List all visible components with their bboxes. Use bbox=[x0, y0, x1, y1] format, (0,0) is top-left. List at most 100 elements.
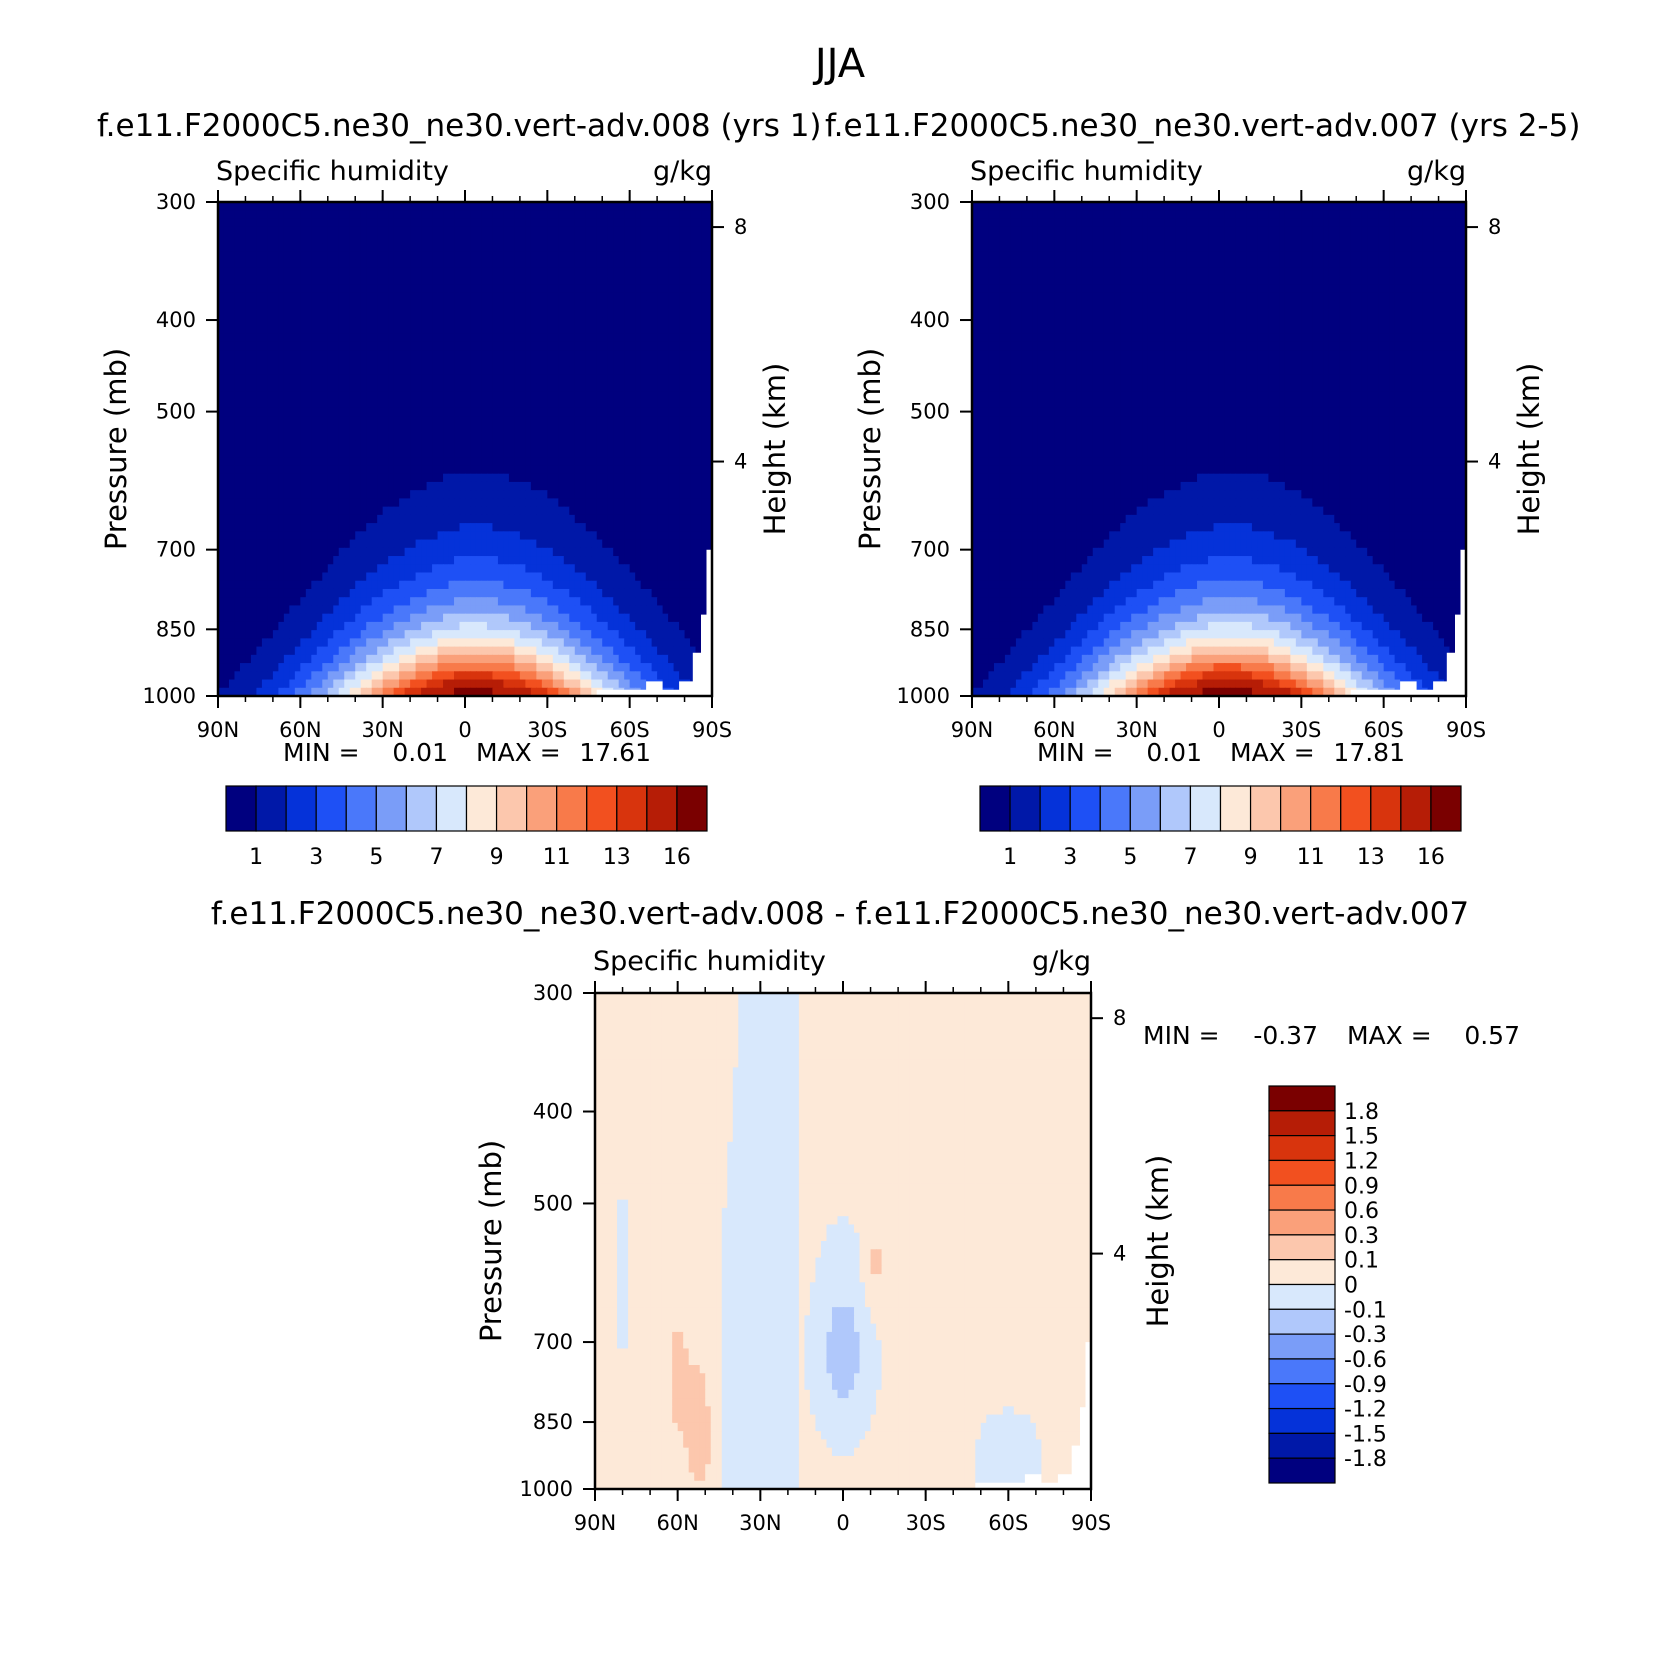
field-cell bbox=[541, 317, 548, 327]
field-cell bbox=[333, 325, 340, 335]
field-cell bbox=[305, 547, 312, 557]
field-cell bbox=[278, 457, 285, 467]
field-cell bbox=[316, 531, 323, 541]
field-cell bbox=[563, 564, 570, 574]
field-cell bbox=[481, 341, 488, 351]
field-cell bbox=[223, 276, 230, 285]
field-cell bbox=[371, 210, 378, 220]
field-cell bbox=[338, 572, 345, 582]
field-cell bbox=[651, 300, 658, 310]
field-cell bbox=[322, 333, 329, 343]
field-cell bbox=[657, 564, 664, 574]
field-cell bbox=[250, 514, 258, 524]
field-cell bbox=[536, 226, 543, 236]
field-cell bbox=[481, 514, 488, 524]
field-cell bbox=[278, 267, 285, 277]
field-cell bbox=[679, 366, 686, 376]
field-cell bbox=[454, 358, 461, 368]
field-cell bbox=[421, 481, 428, 491]
field-cell bbox=[563, 333, 570, 343]
field-cell bbox=[261, 333, 268, 343]
field-cell bbox=[454, 523, 461, 532]
field-cell bbox=[530, 276, 537, 285]
field-cell bbox=[316, 630, 323, 639]
field-cell bbox=[651, 580, 658, 590]
field-cell bbox=[613, 226, 620, 236]
field-cell bbox=[673, 564, 680, 574]
field-cell bbox=[256, 514, 263, 524]
field-cell bbox=[486, 259, 494, 269]
field-cell bbox=[437, 580, 444, 590]
field-cell bbox=[399, 506, 406, 516]
field-cell bbox=[382, 317, 389, 327]
field-cell bbox=[344, 358, 351, 368]
field-cell bbox=[514, 317, 521, 327]
field-cell bbox=[333, 210, 340, 220]
field-cell bbox=[552, 498, 559, 508]
field-cell bbox=[289, 284, 296, 294]
field-cell bbox=[552, 440, 559, 450]
field-cell bbox=[443, 243, 450, 252]
field-cell bbox=[289, 267, 296, 277]
field-cell bbox=[300, 358, 307, 368]
field-cell bbox=[640, 416, 647, 425]
field-cell bbox=[360, 259, 367, 269]
field-cell bbox=[503, 292, 510, 302]
field-cell bbox=[646, 407, 653, 417]
field-cell bbox=[410, 605, 417, 615]
field-cell bbox=[459, 234, 466, 244]
field-cell bbox=[618, 613, 625, 623]
field-cell bbox=[486, 572, 494, 582]
field-cell bbox=[470, 284, 477, 294]
field-cell bbox=[272, 621, 279, 631]
field-cell bbox=[371, 440, 378, 450]
field-cell bbox=[563, 498, 570, 508]
field-cell bbox=[640, 440, 647, 450]
field-cell bbox=[239, 202, 247, 211]
field-cell bbox=[684, 630, 691, 639]
field-cell bbox=[618, 564, 625, 574]
field-cell bbox=[261, 613, 268, 623]
field-cell bbox=[602, 202, 609, 211]
field-cell bbox=[519, 325, 526, 335]
field-cell bbox=[388, 588, 395, 598]
field-cell bbox=[651, 572, 658, 582]
field-cell bbox=[629, 366, 636, 376]
field-cell bbox=[316, 358, 323, 368]
field-cell bbox=[596, 366, 603, 376]
field-cell bbox=[349, 564, 356, 574]
field-cell bbox=[305, 251, 312, 261]
field-cell bbox=[267, 481, 274, 491]
field-cell bbox=[470, 243, 477, 252]
field-cell bbox=[508, 407, 515, 417]
field-cell bbox=[459, 383, 466, 392]
field-cell bbox=[305, 440, 312, 450]
field-cell bbox=[519, 383, 526, 392]
field-cell bbox=[514, 630, 521, 639]
field-cell bbox=[646, 374, 653, 384]
field-cell bbox=[690, 630, 697, 639]
field-cell bbox=[574, 292, 581, 302]
field-cell bbox=[256, 292, 263, 302]
field-cell bbox=[640, 490, 647, 499]
field-cell bbox=[443, 416, 450, 425]
field-cell bbox=[355, 399, 362, 409]
field-cell bbox=[525, 646, 532, 656]
field-cell bbox=[360, 317, 367, 327]
field-cell bbox=[360, 432, 367, 442]
field-cell bbox=[569, 572, 576, 582]
field-cell bbox=[316, 597, 323, 607]
field-cell bbox=[289, 391, 296, 401]
field-cell bbox=[349, 210, 356, 220]
field-cell bbox=[690, 226, 697, 236]
field-cell bbox=[289, 374, 296, 384]
field-cell bbox=[536, 325, 543, 335]
field-cell bbox=[443, 605, 450, 615]
field-cell bbox=[382, 292, 389, 302]
field-cell bbox=[657, 457, 664, 467]
field-cell bbox=[640, 317, 647, 327]
field-cell bbox=[250, 424, 258, 434]
field-cell bbox=[651, 267, 658, 277]
field-cell bbox=[366, 654, 373, 664]
field-cell bbox=[580, 218, 587, 228]
